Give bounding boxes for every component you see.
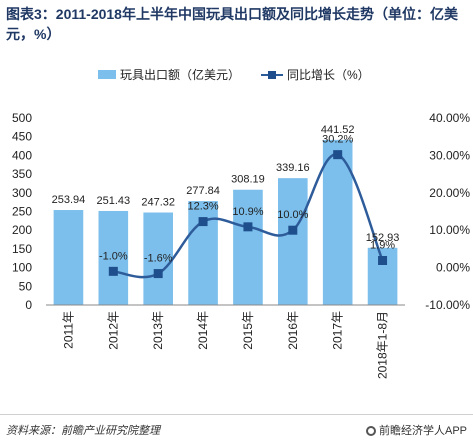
x-tick-label: 2016年 (286, 311, 300, 350)
qianzhan-logo-icon (365, 426, 376, 436)
source-note: 资料来源：前瞻产业研究院整理 (6, 425, 160, 437)
bar-value-label: 251.43 (96, 195, 130, 207)
left-tick-label: 0 (25, 298, 32, 312)
right-tick-label: 20.00% (429, 186, 470, 200)
data-labels: 253.94 251.43 247.32 277.84 308.19 339.16 441.… (52, 124, 400, 265)
bar (98, 210, 129, 305)
growth-value-label: 1.9% (370, 239, 395, 251)
footer: 资料来源：前瞻产业研究院整理 前瞻经济学人APP (0, 414, 473, 443)
right-tick-label: -10.00% (425, 298, 470, 312)
bar-value-label: 308.19 (231, 174, 265, 186)
x-tick-label: 2012年 (106, 311, 120, 350)
left-tick-label: 400 (12, 148, 32, 162)
x-tick-label: 2011年 (61, 311, 75, 349)
growth-value-label: 10.9% (232, 206, 263, 218)
growth-marker (243, 222, 253, 232)
x-tick-label: 2017年 (331, 311, 345, 350)
legend-bar-swatch (98, 70, 116, 79)
left-tick-label: 500 (12, 111, 32, 125)
chart-title: 图表3：2011-2018年上半年中国玩具出口额及同比增长走势（单位：亿美元，%… (6, 6, 458, 42)
growth-value-label: 30.2% (322, 134, 353, 146)
brand-label: 前瞻经济学人APP (378, 425, 467, 437)
bar-value-label: 277.84 (186, 185, 220, 197)
x-tick-label: 2018年1-8月 (376, 311, 390, 379)
growth-marker (108, 266, 118, 276)
left-tick-label: 350 (12, 167, 32, 181)
bar (53, 210, 84, 305)
growth-marker (288, 225, 298, 235)
bar (188, 201, 218, 305)
legend-bar-label: 玩具出口额（亿美元） (120, 67, 240, 82)
growth-marker (153, 269, 163, 279)
bar (278, 178, 308, 305)
bar-value-label: 247.32 (141, 197, 175, 209)
legend: 玩具出口额（亿美元） 同比增长（%） (98, 67, 370, 82)
legend-line-marker (268, 71, 276, 79)
bar-value-label: 253.94 (52, 194, 86, 206)
x-tick-label: 2013年 (151, 311, 165, 350)
growth-marker (333, 150, 343, 160)
left-tick-label: 100 (12, 261, 32, 275)
growth-value-label: 10.0% (277, 209, 308, 221)
left-tick-label: 450 (12, 130, 32, 144)
left-tick-label: 250 (12, 205, 32, 219)
left-tick-label: 200 (12, 223, 32, 237)
left-tick-label: 150 (12, 242, 32, 256)
right-tick-label: 30.00% (429, 148, 470, 162)
x-tick-label: 2015年 (241, 311, 255, 350)
left-tick-label: 300 (12, 186, 32, 200)
bar (233, 189, 263, 305)
growth-value-label: 12.3% (187, 201, 218, 213)
right-tick-label: 0.00% (436, 261, 470, 275)
left-y-axis: 0 50 100 150 200 250 300 350 400 450 500 (12, 111, 32, 312)
left-tick-label: 50 (19, 279, 33, 293)
x-tick-label: 2014年 (196, 311, 210, 350)
growth-value-label: -1.0% (99, 250, 128, 262)
growth-marker (198, 217, 208, 227)
growth-line (108, 150, 388, 279)
bar-value-label: 339.16 (276, 162, 310, 174)
bar-value-label: 152.93 (366, 232, 400, 244)
brand: 前瞻经济学人APP (365, 422, 467, 438)
right-y-axis: -10.00% 0.00% 10.00% 20.00% 30.00% 40.00% (425, 111, 470, 312)
growth-marker (378, 255, 388, 265)
right-tick-label: 40.00% (429, 111, 470, 125)
x-axis: 2011年 2012年 2013年 2014年 2015年 2016年 2017年 2018年… (46, 304, 405, 379)
legend-line-label: 同比增长（%） (287, 68, 370, 82)
bar-value-label: 441.52 (321, 124, 355, 136)
growth-value-label: -1.6% (144, 253, 173, 265)
right-tick-label: 10.00% (429, 223, 470, 237)
bar (143, 212, 173, 305)
chart: 玩具出口额（亿美元） 同比增长（%） 0 50 100 150 200 250 300 350 4… (12, 67, 470, 379)
